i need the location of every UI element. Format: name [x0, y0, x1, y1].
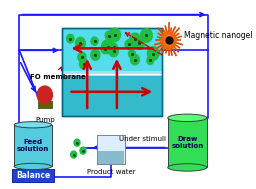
Text: Feed
solution: Feed solution: [17, 139, 49, 152]
Bar: [62, 74, 162, 116]
Bar: [14, 125, 51, 167]
Bar: [168, 118, 207, 167]
Ellipse shape: [168, 164, 207, 171]
Circle shape: [109, 46, 118, 57]
Circle shape: [109, 28, 120, 42]
Circle shape: [71, 151, 77, 158]
Bar: [38, 101, 51, 108]
Circle shape: [125, 40, 134, 49]
Circle shape: [37, 86, 52, 104]
Circle shape: [105, 31, 112, 40]
Circle shape: [147, 57, 154, 64]
Circle shape: [67, 34, 74, 43]
Circle shape: [161, 31, 176, 49]
Text: Product water: Product water: [87, 170, 135, 175]
Text: Draw
solution: Draw solution: [171, 136, 204, 149]
Bar: [97, 135, 125, 164]
Circle shape: [141, 29, 152, 42]
Circle shape: [129, 50, 135, 58]
Text: Under stimuli: Under stimuli: [119, 136, 166, 142]
Text: Balance: Balance: [16, 171, 50, 180]
Circle shape: [74, 139, 80, 146]
Circle shape: [76, 37, 85, 49]
Circle shape: [110, 43, 117, 51]
Bar: [62, 71, 162, 76]
Bar: [62, 29, 162, 116]
Circle shape: [147, 47, 159, 60]
FancyBboxPatch shape: [12, 170, 54, 182]
Text: FO membrane: FO membrane: [29, 67, 85, 80]
Text: Magnetic nanogel: Magnetic nanogel: [184, 31, 252, 40]
Ellipse shape: [14, 122, 51, 128]
Bar: [62, 29, 162, 116]
Circle shape: [131, 54, 139, 65]
Bar: [62, 29, 162, 74]
Circle shape: [91, 37, 98, 45]
Circle shape: [79, 59, 88, 69]
Bar: [97, 135, 125, 164]
Circle shape: [102, 40, 113, 54]
Circle shape: [134, 37, 144, 50]
Circle shape: [78, 52, 86, 62]
Circle shape: [101, 43, 110, 54]
Text: Pump: Pump: [35, 117, 55, 123]
Circle shape: [91, 50, 100, 60]
Ellipse shape: [14, 163, 51, 170]
Ellipse shape: [168, 114, 207, 122]
Circle shape: [80, 147, 86, 154]
Bar: [98, 151, 124, 164]
Circle shape: [130, 33, 140, 46]
